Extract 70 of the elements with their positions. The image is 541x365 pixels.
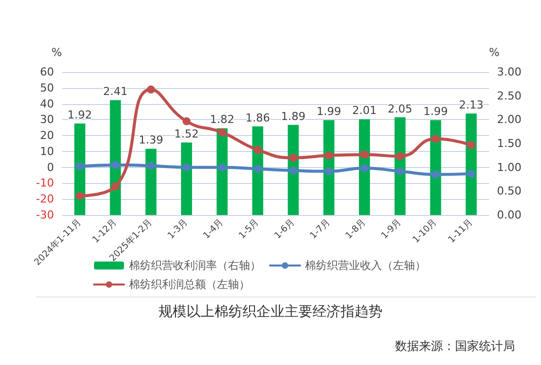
point: [467, 141, 476, 150]
y2-tick-label: 1.50: [497, 137, 522, 150]
x-tick-label: 1-8月: [344, 217, 368, 242]
y-tick-label: -30: [36, 208, 54, 222]
bar: [181, 142, 192, 215]
point: [432, 134, 440, 143]
data-label: 2.01: [352, 104, 377, 118]
bar: [110, 100, 121, 215]
x-tick-label: 1-7月: [308, 217, 332, 242]
data-label: 1.86: [245, 111, 270, 124]
point: [111, 160, 120, 169]
point: [289, 154, 298, 162]
x-tick-label: 1-9月: [380, 217, 404, 242]
point: [360, 164, 368, 172]
y-tick-label: -20: [36, 192, 54, 206]
y-tick-label: 20: [40, 129, 54, 142]
legend-label: 棉纺织利润总额（左轴）: [129, 278, 250, 291]
y2-axis-title: %: [489, 46, 500, 59]
text: 规模以上棉纺织企业主要经济指趋势: [158, 304, 382, 320]
point: [396, 152, 404, 160]
x-tick-label: 1-4月: [202, 217, 226, 242]
y-tick-label: -10: [36, 176, 54, 190]
y2-tick-label: 0.50: [497, 184, 522, 198]
point: [467, 170, 476, 178]
point: [360, 150, 368, 159]
point: [396, 167, 404, 176]
point: [182, 163, 191, 172]
y2-tick-label: 0.00: [497, 208, 522, 222]
data-label: 2.13: [458, 98, 484, 112]
point: [182, 117, 191, 126]
source-note: 数据来源：国家统计局: [395, 339, 515, 353]
y-tick-label: 40: [40, 97, 54, 110]
data-label: 1.82: [210, 113, 234, 126]
y-axis-title: %: [52, 46, 62, 59]
point: [146, 85, 155, 94]
data-label: 1.89: [281, 110, 306, 123]
data-label: 1.99: [423, 105, 448, 118]
point: [324, 167, 333, 176]
x-tick-label: 1-6月: [273, 217, 297, 242]
bar: [145, 148, 156, 215]
y-tick-label: 60: [40, 66, 54, 78]
y-tick-label: 30: [40, 113, 54, 126]
point: [324, 151, 333, 160]
y2-tick-label: 3.00: [497, 66, 522, 78]
y-tick-label: 0: [47, 160, 54, 174]
x-tick-label: 1-5月: [237, 217, 262, 242]
y-tick-label: 50: [40, 81, 54, 94]
data-label: 1.99: [316, 105, 342, 118]
point: [254, 164, 262, 173]
y2-tick-label: 2.00: [497, 113, 522, 126]
x-tick-label: 1-3月: [166, 217, 190, 242]
y2-tick-label: 1.00: [497, 160, 522, 174]
legend-label: 棉纺织营业收入（左轴）: [305, 259, 426, 272]
point: [254, 146, 262, 154]
y-tick-label: 10: [40, 144, 54, 158]
point: [218, 128, 226, 136]
point: [76, 192, 84, 200]
data-label: 1.52: [174, 128, 199, 141]
data-label: 1.92: [68, 108, 92, 122]
point: [111, 182, 120, 190]
point: [432, 170, 440, 178]
legend-label: 棉纺织营收利润率（右轴）: [129, 259, 261, 272]
data-label: 1.39: [138, 134, 164, 147]
point: [218, 163, 226, 172]
point: [289, 166, 298, 175]
data-label: 2.05: [388, 102, 412, 116]
point: [146, 162, 155, 170]
data-label: 2.41: [103, 85, 128, 98]
y2-tick-label: 2.50: [497, 89, 522, 102]
point: [76, 162, 84, 170]
